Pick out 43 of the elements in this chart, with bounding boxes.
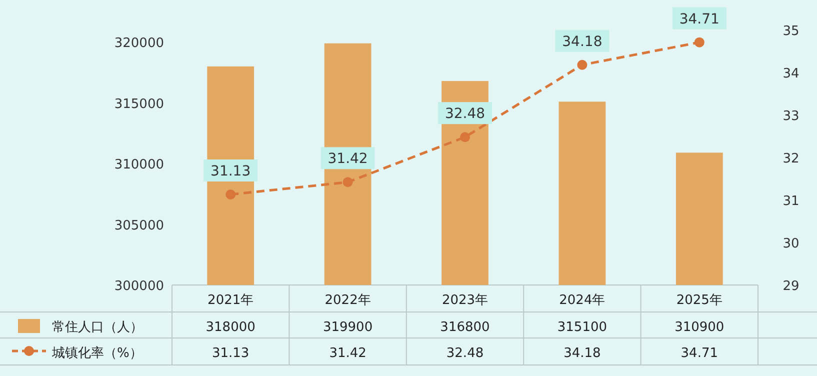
x-tick-label: 2023年 (442, 293, 488, 308)
annotation: 31.13 (210, 163, 251, 180)
y-tick-label: 320000 (114, 36, 164, 52)
point (226, 189, 236, 200)
annotation: 32.48 (444, 106, 486, 122)
x-tick-label: 2022年 (324, 293, 371, 308)
data-label: 318000 (206, 320, 256, 335)
y2-tick-label: 33 (782, 109, 800, 124)
point (577, 60, 588, 70)
annotation: 34.18 (562, 34, 602, 50)
data-label: 34.71 (680, 346, 718, 361)
data-label: 315100 (557, 320, 608, 335)
y-tick-label: 300000 (114, 279, 164, 294)
point (694, 37, 704, 48)
y-tick-label: 310000 (114, 158, 164, 173)
annotation: 34.18 (555, 30, 610, 52)
y2-tick-label: 32 (782, 152, 800, 166)
y-tick-label: 305000 (114, 218, 164, 234)
annotation: 34.71 (672, 7, 726, 30)
data-label: 32.48 (446, 346, 484, 361)
point (342, 177, 353, 188)
y2-tick-label: 30 (782, 236, 800, 252)
annotation: 31.13 (204, 159, 258, 182)
annotation: 31.42 (320, 147, 375, 170)
x-tick-label: 2025年 (676, 293, 722, 308)
x-tick-label: 2021年 (208, 293, 254, 308)
annotation: 32.48 (438, 102, 492, 124)
y-tick-label: 315000 (114, 96, 164, 112)
data-label: 316800 (440, 320, 490, 335)
data-label: 34.18 (564, 346, 601, 361)
y2-tick-label: 31 (782, 194, 800, 209)
y2-tick-label: 34 (782, 66, 800, 82)
point (460, 132, 470, 142)
y2-tick-label: 29 (782, 279, 800, 294)
data-label: 31.42 (329, 346, 366, 361)
data-label: 31.13 (212, 346, 250, 361)
legend-label: 城镇化率（%） (51, 345, 142, 361)
data-label: 310900 (674, 320, 724, 335)
y2-tick-label: 35 (782, 24, 800, 39)
x-tick-label: 2024年 (559, 293, 606, 308)
legend-label: 常住人口（人） (52, 320, 143, 335)
data-label: 319900 (322, 320, 373, 335)
annotation: 31.42 (328, 151, 368, 168)
